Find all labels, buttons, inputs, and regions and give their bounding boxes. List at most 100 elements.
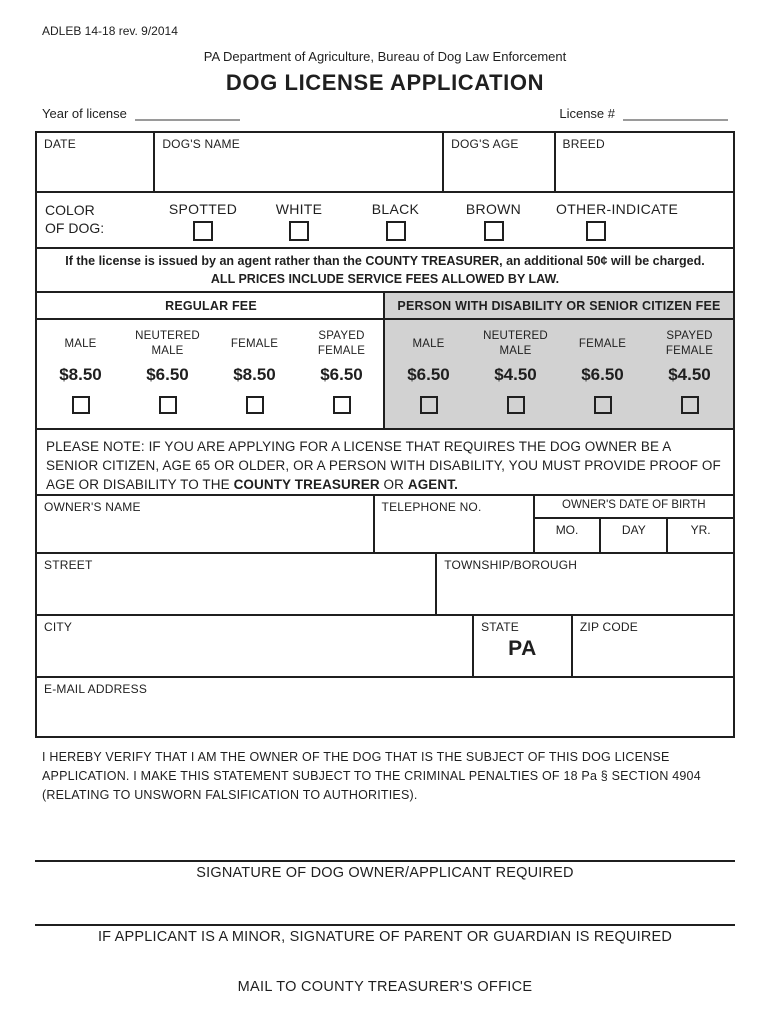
guardian-signature-caption: IF APPLICANT IS A MINOR, SIGNATURE OF PA… [97, 929, 673, 946]
city-state-zip-row: CITY STATE PA ZIP CODE [37, 616, 733, 678]
please-note-row: PLEASE NOTE: IF YOU ARE APPLYING FOR A L… [37, 430, 733, 496]
email-address-field[interactable]: E-MAIL ADDRESS [37, 678, 733, 736]
breed-label: BREED [562, 137, 605, 151]
mail-to-instruction: MAIL TO COUNTY TREASURER'S OFFICE [237, 979, 533, 996]
street-field[interactable]: STREET [37, 554, 438, 614]
owner-info-row: OWNER'S NAME TELEPHONE NO. OWNER'S DATE … [37, 496, 733, 554]
fee-price: $6.50 [407, 365, 450, 384]
city-label: CITY [44, 620, 73, 634]
telephone-label: TELEPHONE NO. [381, 500, 482, 514]
guardian-signature-line[interactable] [35, 924, 735, 927]
dob-day-field[interactable]: DAY [601, 519, 669, 552]
fee-label: MALE [64, 337, 97, 350]
checkbox-color-white[interactable] [289, 221, 309, 241]
owner-signature-caption: SIGNATURE OF DOG OWNER/APPLICANT REQUIRE… [196, 865, 574, 882]
color-option-black: BLACK [347, 193, 444, 241]
regular-fee-header: REGULAR FEE [165, 298, 257, 313]
dob-month-label: MO. [555, 523, 579, 537]
regular-fee-options: MALE $8.50 NEUTERED MALE $6.50 FEMALE $8… [37, 320, 385, 428]
agent-fee-notice-line1: If the license is issued by an agent rat… [65, 253, 705, 268]
color-option-spotted: SPOTTED [155, 193, 251, 241]
brown-label: BROWN [465, 201, 522, 217]
year-of-license-label: Year of license [42, 106, 127, 121]
checkbox-color-black[interactable] [385, 221, 406, 241]
fee-label: MALE [412, 337, 445, 350]
fee-body-row: MALE $8.50 NEUTERED MALE $6.50 FEMALE $8… [37, 320, 733, 430]
checkbox-regular-male[interactable] [71, 396, 90, 414]
dob-year-field[interactable]: YR. [668, 519, 733, 552]
telephone-field[interactable]: TELEPHONE NO. [375, 496, 535, 552]
agent-fee-notice: If the license is issued by an agent rat… [37, 249, 733, 293]
fee-label: FEMALE [578, 337, 627, 350]
fee-item-disability-male: MALE $6.50 [385, 320, 472, 428]
spotted-label: SPOTTED [168, 201, 238, 217]
dogs-age-field[interactable]: DOG'S AGE [444, 133, 556, 191]
disability-fee-header: PERSON WITH DISABILITY OR SENIOR CITIZEN… [383, 293, 733, 318]
owners-name-field[interactable]: OWNER'S NAME [37, 496, 375, 552]
checkbox-regular-female[interactable] [245, 396, 264, 414]
color-of-dog-row: COLOR OF DOG: SPOTTED WHITE BLACK BROWN … [37, 193, 733, 249]
please-note-text: PLEASE NOTE: IF YOU ARE APPLYING FOR A L… [46, 439, 721, 493]
fee-item-regular-neutered-male: NEUTERED MALE $6.50 [124, 320, 211, 428]
checkbox-color-brown[interactable] [483, 221, 504, 241]
checkbox-disability-female[interactable] [593, 396, 612, 414]
date-label: DATE [44, 137, 76, 151]
fee-item-regular-female: FEMALE $8.50 [211, 320, 298, 428]
fee-price: $4.50 [494, 365, 537, 384]
date-of-birth-field: OWNER'S DATE OF BIRTH MO. DAY YR. [534, 496, 733, 552]
state-field: STATE PA [474, 616, 573, 676]
department-name: PA Department of Agriculture, Bureau of … [203, 49, 567, 64]
color-of-dog-label: COLOR OF DOG: [45, 202, 105, 237]
black-label: BLACK [371, 201, 420, 217]
street-label: STREET [44, 558, 93, 572]
zip-code-field[interactable]: ZIP CODE [573, 616, 733, 676]
dogs-name-field[interactable]: DOG'S NAME [155, 133, 445, 191]
verification-statement: I HEREBY VERIFY THAT I AM THE OWNER OF T… [42, 750, 701, 802]
license-number-input[interactable] [623, 106, 728, 121]
fee-label: SPAYED FEMALE [665, 330, 714, 357]
checkbox-disability-male[interactable] [419, 396, 438, 414]
license-number-group: License # [559, 106, 728, 121]
date-field[interactable]: DATE [37, 133, 156, 191]
dogs-age-label: DOG'S AGE [451, 137, 519, 151]
license-header-row: Year of license License # [35, 106, 735, 121]
year-of-license-group: Year of license [42, 106, 240, 121]
owner-signature-line[interactable] [35, 860, 735, 863]
city-field[interactable]: CITY [37, 616, 475, 676]
dob-month-field[interactable]: MO. [535, 519, 602, 552]
disability-fee-options: MALE $6.50 NEUTERED MALE $4.50 FEMALE $6… [383, 320, 733, 428]
fee-price: $6.50 [320, 365, 363, 384]
checkbox-regular-neutered-male[interactable] [158, 396, 177, 414]
dog-info-row: DATE DOG'S NAME DOG'S AGE BREED [37, 133, 733, 193]
fee-price: $6.50 [146, 365, 189, 384]
date-of-birth-subfields: MO. DAY YR. [534, 517, 733, 552]
fee-price: $8.50 [233, 365, 276, 384]
fee-price: $8.50 [59, 365, 102, 384]
agent-fee-notice-line2: ALL PRICES INCLUDE SERVICE FEES ALLOWED … [210, 272, 560, 286]
dogs-name-label: DOG'S NAME [162, 137, 240, 151]
state-value: PA [508, 637, 537, 660]
checkbox-color-other[interactable] [586, 221, 606, 241]
form-code: ADLEB 14-18 rev. 9/2014 [42, 24, 178, 38]
fee-label: FEMALE [230, 337, 279, 350]
color-option-other-indicate: OTHER-INDICATE [543, 193, 733, 241]
license-number-label: License # [559, 106, 615, 121]
fee-price: $4.50 [668, 365, 711, 384]
dob-day-label: DAY [621, 523, 646, 537]
year-of-license-input[interactable] [134, 106, 240, 121]
owners-name-label: OWNER'S NAME [44, 500, 141, 514]
fee-label: NEUTERED MALE [135, 330, 200, 357]
checkbox-disability-neutered-male[interactable] [506, 396, 525, 414]
street-row: STREET TOWNSHIP/BOROUGH [37, 554, 733, 616]
other-indicate-label: OTHER-INDICATE [556, 201, 679, 217]
state-label: STATE [481, 620, 519, 634]
checkbox-regular-spayed-female[interactable] [332, 396, 351, 414]
township-borough-field[interactable]: TOWNSHIP/BOROUGH [437, 554, 733, 614]
breed-field[interactable]: BREED [556, 133, 734, 191]
checkbox-color-spotted[interactable] [193, 221, 213, 241]
fee-label: NEUTERED MALE [483, 330, 548, 357]
checkbox-disability-spayed-female[interactable] [680, 396, 699, 414]
fee-header-row: REGULAR FEE PERSON WITH DISABILITY OR SE… [37, 293, 733, 320]
fee-item-disability-female: FEMALE $6.50 [559, 320, 646, 428]
